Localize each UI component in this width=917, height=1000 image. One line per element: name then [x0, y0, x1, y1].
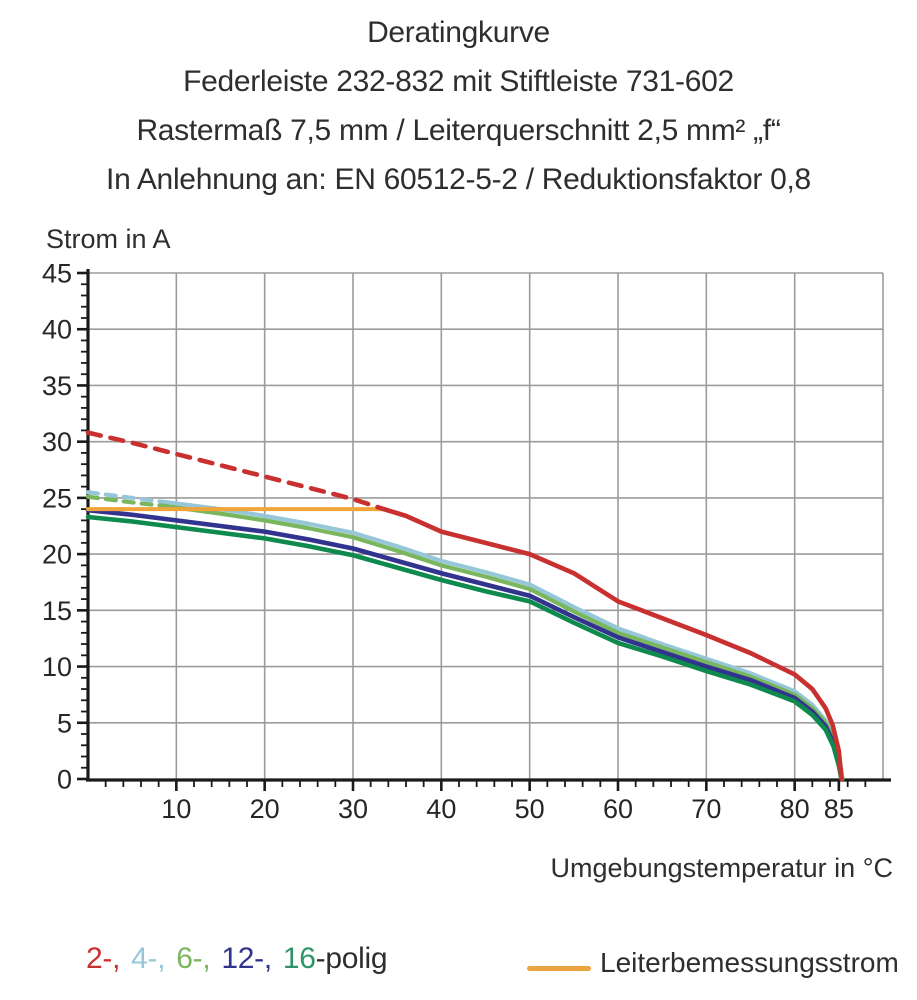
y-axis-label: Strom in A: [46, 224, 171, 254]
svg-text:10: 10: [42, 652, 72, 682]
svg-text:20: 20: [42, 540, 72, 570]
svg-text:35: 35: [42, 371, 72, 401]
legend-poles-suffix: -polig: [315, 942, 388, 975]
legend-item-12polig: 12-,: [221, 942, 272, 975]
title-line-2: Federleiste 232-832 mit Stiftleiste 731-…: [183, 65, 734, 98]
svg-text:15: 15: [42, 596, 72, 626]
legend-item-6polig: 6-,: [176, 942, 211, 975]
legend-item-4polig: 4-,: [131, 942, 166, 975]
svg-text:0: 0: [57, 765, 72, 795]
curve-4-polig: [85, 490, 170, 505]
conductor-current-label: Leiterbemessungsstrom: [600, 947, 899, 978]
title-line-4: In Anlehnung an: EN 60512-5-2 / Reduktio…: [106, 163, 811, 196]
svg-text:80: 80: [780, 794, 810, 824]
legend-item-16polig: 16: [282, 942, 316, 975]
svg-text:50: 50: [515, 794, 545, 824]
curve-2-polig: [85, 430, 387, 512]
svg-text:45: 45: [42, 259, 72, 289]
conductor-current-line-swatch: [527, 966, 591, 971]
svg-text:40: 40: [42, 315, 72, 345]
title-line-3: Rastermaß 7,5 mm / Leiterquerschnitt 2,5…: [136, 114, 781, 147]
x-axis-label: Umgebungstemperatur in °C: [550, 853, 893, 883]
curve-16-polig: [85, 514, 844, 782]
svg-text:85: 85: [824, 794, 854, 824]
curve-2-polig: [381, 506, 844, 782]
legend-poles: 2-, 4-, 6-, 12-, 16-polig: [86, 942, 388, 976]
svg-text:10: 10: [161, 794, 191, 824]
svg-text:30: 30: [42, 427, 72, 457]
curve-6-polig: [85, 494, 166, 508]
svg-text:20: 20: [250, 794, 280, 824]
svg-text:40: 40: [426, 794, 456, 824]
svg-text:60: 60: [603, 794, 633, 824]
svg-text:70: 70: [691, 794, 721, 824]
chart-title-block: Deratingkurve Federleiste 232-832 mit St…: [0, 8, 917, 204]
svg-text:5: 5: [57, 708, 72, 738]
title-line-1: Deratingkurve: [367, 16, 550, 49]
svg-text:25: 25: [42, 483, 72, 513]
svg-text:30: 30: [338, 794, 368, 824]
legend-item-2polig: 2-,: [86, 942, 121, 975]
curve-4-polig: [165, 500, 845, 782]
